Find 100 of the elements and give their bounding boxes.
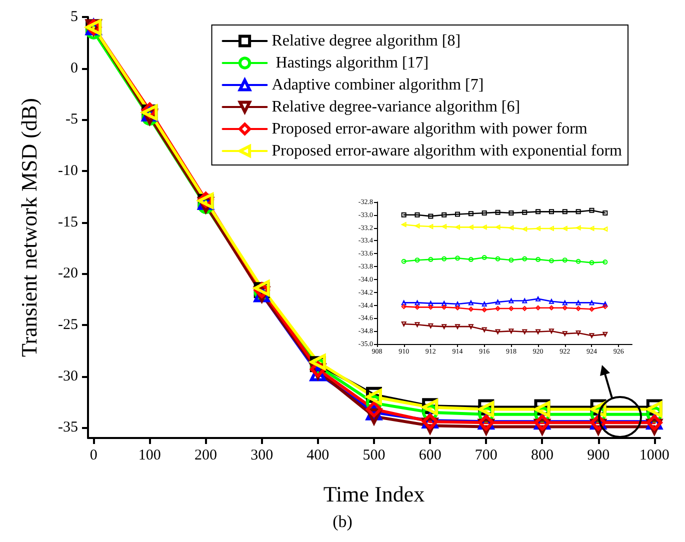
point: [536, 209, 541, 214]
point: [562, 209, 568, 214]
point: [482, 307, 487, 312]
point: [576, 300, 581, 306]
x-tick-label: 900: [587, 448, 610, 464]
point: [589, 260, 594, 266]
point: [428, 304, 434, 310]
point: [495, 210, 500, 215]
point: [522, 306, 528, 311]
point: [455, 324, 460, 330]
point: [414, 322, 420, 328]
point: [455, 305, 460, 310]
point: [495, 224, 500, 230]
point: [428, 224, 434, 230]
point: [589, 226, 594, 231]
point: [455, 224, 460, 230]
x-tick-label: 400: [306, 448, 330, 464]
y-axis-title: Transient network MSD (dB): [16, 98, 42, 357]
point: [442, 300, 447, 306]
y-tick-label: -35: [58, 420, 78, 436]
point: [548, 258, 554, 264]
point: [468, 300, 474, 306]
y-tick-label: -15: [58, 214, 78, 230]
legend-label: Relative degree-variance algorithm [6]: [272, 98, 520, 116]
x-axis-title: Time Index: [323, 482, 425, 506]
point: [536, 226, 541, 231]
point: [602, 301, 608, 306]
point: [455, 301, 460, 306]
point: [428, 214, 434, 219]
x-tick-label: 700: [474, 448, 498, 464]
point: [468, 256, 474, 262]
point: [522, 256, 528, 262]
point: [562, 226, 568, 231]
legend-label: Proposed error-aware algorithm with exponential form: [272, 142, 623, 160]
point: [602, 332, 608, 337]
legend-label: Adaptive combiner algorithm [7]: [272, 76, 484, 94]
point: [482, 210, 487, 216]
point: [522, 298, 528, 304]
point: [468, 324, 474, 330]
point: [508, 306, 514, 311]
y-tick-label: -10: [58, 163, 78, 180]
point: [562, 305, 568, 310]
point: [495, 306, 500, 311]
text: (b): [332, 512, 354, 532]
point: [468, 224, 474, 230]
point: [602, 210, 608, 216]
point: [468, 211, 474, 216]
point: [562, 300, 568, 306]
point: [522, 226, 528, 232]
y-tick-label: -25: [58, 317, 78, 334]
x-tick-label: 800: [530, 448, 554, 464]
point: [576, 209, 581, 214]
y-tick-label: -5: [66, 112, 78, 128]
point: [442, 212, 447, 218]
point: [548, 298, 554, 304]
point: [576, 225, 581, 230]
point: [401, 304, 406, 310]
point: [442, 256, 447, 262]
point: [428, 300, 434, 306]
point: [401, 300, 406, 306]
x-tick-label: 300: [250, 448, 274, 464]
y-tick-label: -20: [58, 266, 78, 282]
point: [536, 305, 541, 310]
point: [589, 300, 594, 306]
legend-label: Hastings algorithm [17]: [272, 54, 429, 72]
point: [495, 256, 500, 262]
point: [602, 226, 608, 232]
point: [428, 256, 434, 262]
point: [508, 298, 514, 304]
point: [482, 224, 487, 230]
point: [414, 304, 420, 310]
point: [536, 329, 541, 334]
point: [495, 329, 500, 334]
legend-label: Relative degree algorithm [8]: [272, 32, 461, 50]
point: [508, 210, 514, 216]
point: [548, 305, 554, 310]
x-tick-label: 500: [362, 448, 386, 464]
point: [401, 222, 406, 228]
point: [536, 256, 541, 262]
point: [548, 328, 554, 334]
point: [589, 333, 594, 338]
point: [414, 258, 420, 263]
point: [455, 212, 460, 217]
point: [442, 304, 447, 310]
point: [508, 328, 514, 334]
point: [442, 324, 447, 330]
point: [562, 258, 568, 263]
point: [522, 329, 528, 334]
y-tick-label: -30: [58, 368, 78, 384]
point: [455, 256, 460, 261]
point: [482, 327, 487, 332]
x-tick-label: 600: [418, 448, 442, 464]
point: [428, 323, 434, 328]
legend-label: Proposed error-aware algorithm with power form: [272, 120, 588, 138]
point: [482, 301, 487, 306]
point: [562, 331, 568, 336]
point: [536, 296, 541, 302]
y-tick-label: 0: [70, 60, 78, 76]
point: [508, 225, 514, 230]
point: [589, 306, 594, 312]
